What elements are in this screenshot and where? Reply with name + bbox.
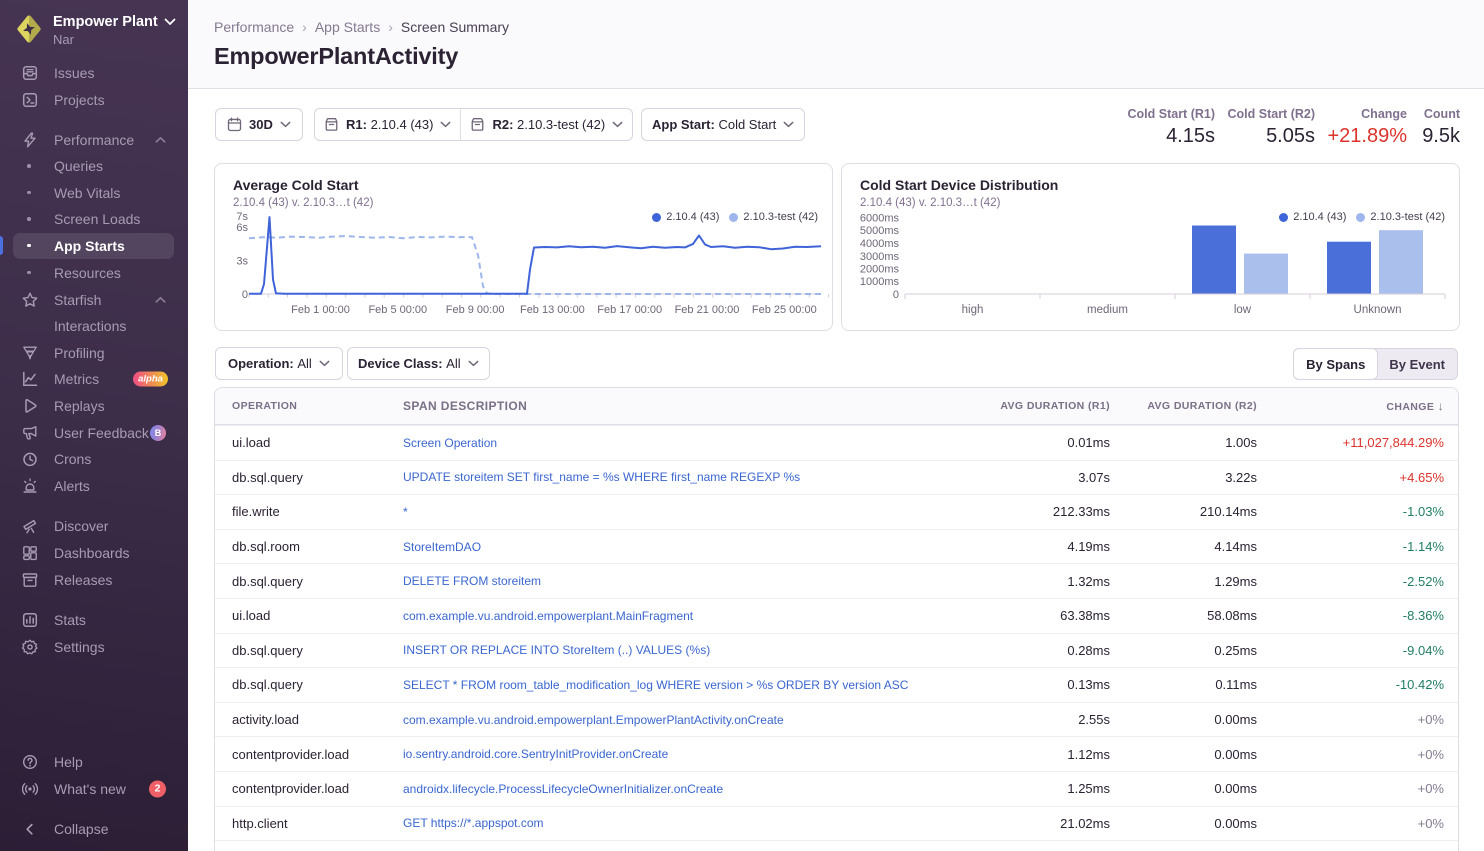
svg-text:6s: 6s [236,222,248,234]
svg-text:Feb 25 00:00: Feb 25 00:00 [752,304,817,316]
svg-text:Feb 17 00:00: Feb 17 00:00 [597,304,662,316]
svg-text:6000ms: 6000ms [860,213,900,225]
svg-text:4000ms: 4000ms [860,238,900,250]
svg-text:3s: 3s [236,256,248,268]
svg-text:7s: 7s [236,211,248,223]
svg-text:Feb 1 00:00: Feb 1 00:00 [291,304,350,316]
svg-text:Feb 5 00:00: Feb 5 00:00 [368,304,427,316]
svg-text:1000ms: 1000ms [860,276,900,288]
svg-text:medium: medium [1087,304,1128,316]
svg-text:Unknown: Unknown [1354,304,1402,316]
svg-text:Feb 9 00:00: Feb 9 00:00 [446,304,505,316]
svg-text:2000ms: 2000ms [860,264,900,276]
svg-text:0: 0 [893,289,899,301]
svg-text:5000ms: 5000ms [860,225,900,237]
svg-text:0: 0 [242,289,248,301]
svg-text:low: low [1234,304,1252,316]
svg-text:3000ms: 3000ms [860,251,900,263]
svg-text:high: high [962,304,984,316]
svg-text:Feb 13 00:00: Feb 13 00:00 [520,304,585,316]
svg-text:Feb 21 00:00: Feb 21 00:00 [675,304,740,316]
